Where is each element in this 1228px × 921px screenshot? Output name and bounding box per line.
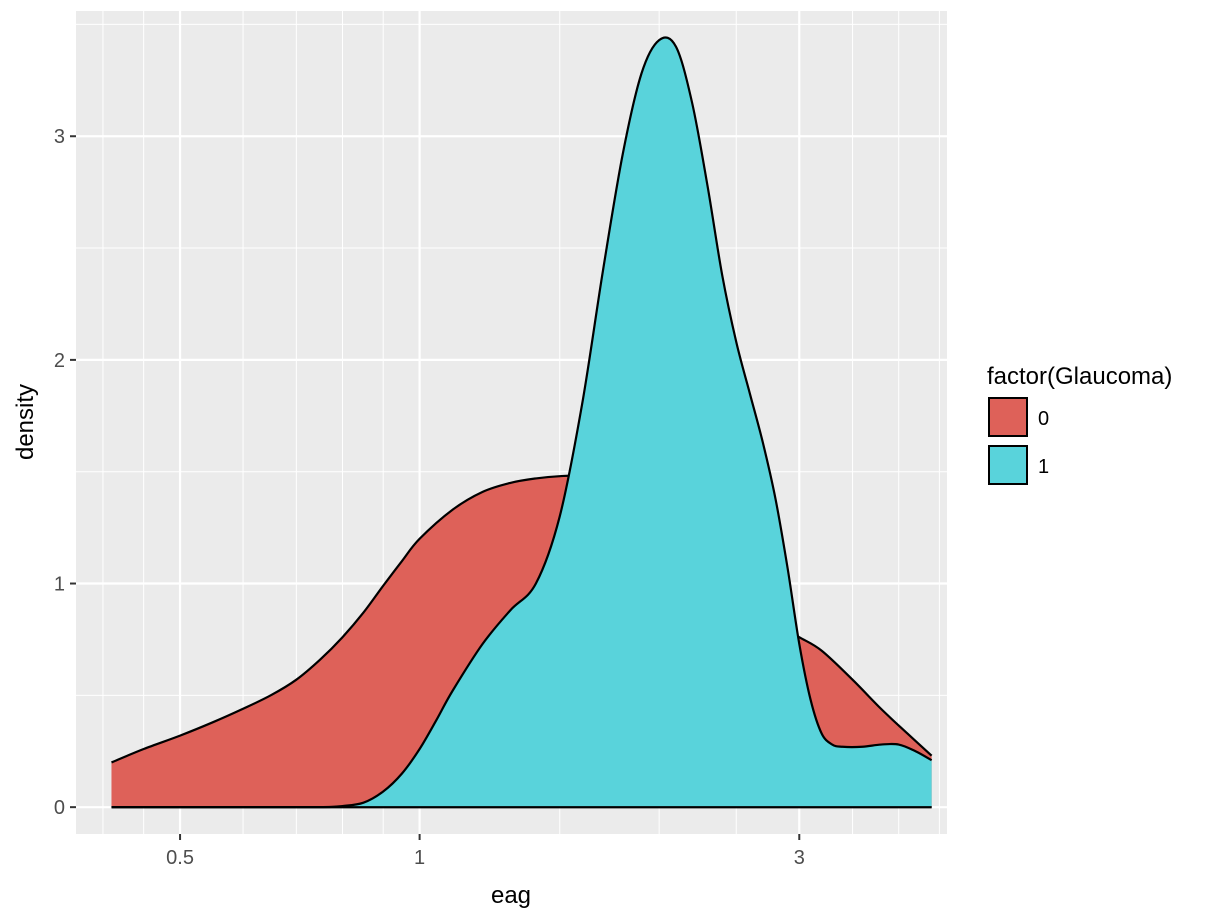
legend-label-0: 0 [1038,408,1049,430]
axis-ticks: 0.5 1 3 0 1 2 3 [54,126,805,869]
x-tick-label: 1 [414,847,425,869]
density-outline-1 [111,36,933,809]
y-tick-label: 1 [54,574,65,596]
y-tick-label: 3 [54,126,65,148]
x-axis-title: eag [491,882,531,909]
legend: factor(Glaucoma) 01 [987,363,1172,485]
legend-key-0 [988,397,1028,437]
y-tick-label: 2 [54,350,65,372]
y-tick-label: 0 [54,797,65,819]
x-tick-label: 3 [794,847,805,869]
legend-label-1: 1 [1038,456,1049,478]
x-tick-label: 0.5 [166,847,194,869]
density-area-1 [111,37,932,808]
y-axis-title: density [12,384,39,460]
density-series [111,36,933,809]
legend-key-1 [988,445,1028,485]
legend-entries: 01 [988,397,1049,485]
legend-title: factor(Glaucoma) [987,363,1172,390]
